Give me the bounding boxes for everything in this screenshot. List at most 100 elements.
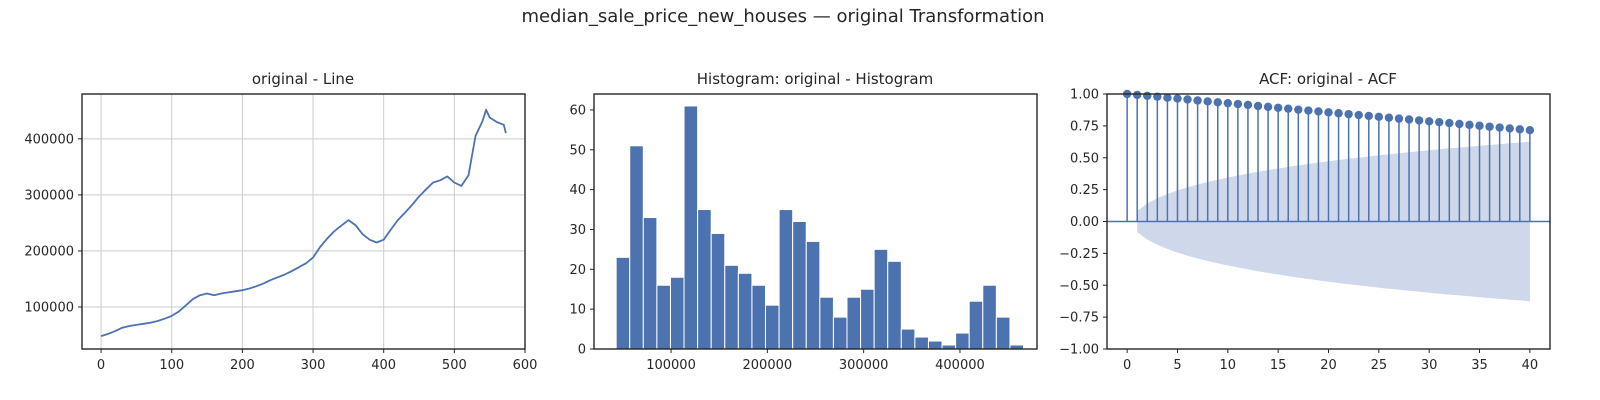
histogram-x-tick-label: 400000 — [935, 358, 985, 373]
acf-x-tick-label: 35 — [1471, 358, 1488, 373]
histogram-x-tick-label: 100000 — [646, 358, 696, 373]
acf-y-tick-label: −0.50 — [1059, 279, 1099, 294]
acf-point — [1253, 101, 1263, 111]
histogram-bar — [873, 248, 889, 350]
histogram-bar — [995, 316, 1011, 350]
histogram-bar — [968, 300, 984, 350]
histogram-y-tick-label: 20 — [569, 263, 586, 278]
histogram-bar — [819, 296, 834, 350]
acf-point — [1233, 99, 1243, 109]
acf-point — [1475, 121, 1484, 130]
histogram-bar — [697, 209, 712, 350]
histogram-panel: Histogram: original - Histogram 100000 20… — [569, 70, 1038, 373]
acf-point — [1374, 112, 1384, 122]
acf-point — [1193, 96, 1202, 105]
histogram-bar — [724, 264, 739, 350]
acf-point — [1173, 94, 1182, 103]
line-chart-y-tick-label: 300000 — [24, 188, 74, 203]
histogram-bar — [669, 276, 685, 350]
acf-point — [1314, 107, 1323, 116]
line-chart-x-tick-label: 100 — [159, 358, 184, 373]
line-chart-x-tick-label: 300 — [301, 358, 326, 373]
histogram-bar — [900, 328, 916, 350]
histogram-bar — [846, 296, 862, 350]
line-chart-x-tick-label: 500 — [442, 358, 467, 373]
acf-x-tick-label: 15 — [1270, 358, 1287, 373]
acf-point — [1183, 95, 1192, 104]
line-chart-title: original - Line — [252, 70, 354, 88]
histogram-bar — [642, 217, 658, 350]
acf-point — [1213, 98, 1222, 107]
acf-point — [1485, 122, 1494, 131]
histogram-bar — [792, 221, 807, 350]
line-chart-x-tick-label: 600 — [513, 358, 538, 373]
histogram-bar — [751, 284, 767, 350]
histogram-bar — [629, 145, 644, 350]
acf-point — [1243, 100, 1253, 110]
acf-point — [1364, 111, 1373, 121]
acf-x-tick-label: 30 — [1421, 358, 1438, 373]
acf-y-tick-label: −1.00 — [1059, 343, 1099, 358]
histogram-bar — [710, 232, 726, 350]
histogram-bar — [887, 260, 902, 350]
acf-point — [1273, 103, 1283, 112]
acf-point — [1414, 116, 1424, 125]
acf-point — [1404, 115, 1414, 124]
histogram-y-tick-label: 0 — [578, 343, 586, 358]
acf-point — [1344, 109, 1353, 119]
acf-point — [1133, 90, 1142, 100]
line-chart-x-tick-label: 200 — [230, 358, 255, 373]
line-chart-x-tick-label: 0 — [97, 358, 105, 373]
histogram-x-tick-label: 300000 — [839, 358, 889, 373]
acf-point — [1455, 119, 1464, 129]
acf-point — [1354, 110, 1363, 120]
acf-point — [1143, 91, 1152, 100]
histogram-title: Histogram: original - Histogram — [697, 70, 933, 88]
histogram-y-tick-label: 60 — [569, 103, 586, 118]
histogram-bar — [737, 272, 753, 350]
acf-x-tick-label: 10 — [1220, 358, 1237, 373]
histogram-axes-frame — [593, 93, 1038, 350]
acf-axes-frame — [1106, 93, 1551, 350]
acf-point — [1324, 108, 1333, 117]
line-chart-panel: original - Line 0 100 200 300 400 500 600 10000… — [24, 70, 537, 373]
histogram-bar — [805, 240, 821, 350]
acf-y-tick-label: 0.50 — [1070, 151, 1099, 166]
acf-point — [1505, 124, 1514, 133]
line-chart-y-tick-label: 400000 — [24, 132, 74, 147]
histogram-y-tick-label: 30 — [569, 223, 586, 238]
histogram-x-tick-label: 200000 — [743, 358, 793, 373]
histogram-y-tick-label: 40 — [569, 183, 586, 198]
histogram-bar — [914, 336, 929, 350]
acf-x-tick-label: 25 — [1371, 358, 1388, 373]
acf-point — [1384, 113, 1394, 122]
acf-y-tick-label: 0.00 — [1070, 215, 1099, 230]
histogram-bar — [927, 340, 943, 350]
histogram-bar — [615, 256, 631, 350]
line-chart-y-tick-label: 100000 — [24, 300, 74, 315]
acf-point — [1223, 98, 1233, 108]
price-series-line — [100, 108, 507, 337]
acf-x-tick-label: 0 — [1123, 358, 1131, 373]
acf-point — [1394, 114, 1404, 123]
histogram-y-tick-label: 10 — [569, 303, 586, 318]
acf-panel: ACF: original - ACF 0 5 10 15 20 25 30 35 40 −1.0… — [1059, 70, 1551, 373]
acf-x-tick-label: 20 — [1320, 358, 1337, 373]
acf-x-tick-label: 40 — [1522, 358, 1539, 373]
line-chart-axes-frame — [81, 93, 526, 350]
histogram-bar — [982, 284, 997, 350]
histogram-bar — [683, 105, 699, 350]
figure-title: median_sale_price_new_houses — original … — [521, 6, 1044, 27]
acf-point — [1435, 117, 1444, 127]
acf-point — [1294, 105, 1303, 114]
acf-point — [1163, 93, 1172, 102]
acf-point — [1334, 109, 1343, 118]
acf-point — [1424, 117, 1434, 126]
acf-point — [1445, 118, 1454, 128]
acf-y-tick-label: −0.75 — [1059, 311, 1099, 326]
acf-y-tick-label: 0.75 — [1070, 119, 1099, 134]
histogram-bar — [860, 288, 875, 350]
acf-point — [1203, 97, 1212, 106]
acf-point — [1465, 120, 1474, 130]
